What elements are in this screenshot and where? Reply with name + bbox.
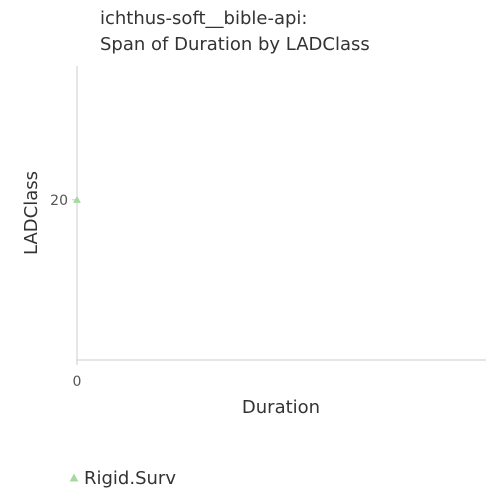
legend-marker	[69, 473, 79, 482]
data-point	[73, 195, 81, 203]
chart-title: ichthus-soft__bible-api: Span of Duratio…	[100, 8, 370, 55]
x-tick-label: 0	[73, 374, 82, 390]
chart-title-line-2: Span of Duration by LADClass	[100, 34, 370, 55]
legend: Rigid.Surv	[69, 468, 176, 489]
legend-label: Rigid.Surv	[84, 468, 176, 489]
x-ticks: 0	[73, 360, 82, 390]
x-axis-label: Duration	[242, 397, 320, 418]
y-tick-label: 20	[50, 193, 68, 209]
plot-area: 20 0	[50, 66, 486, 390]
y-axis-label: LADClass	[21, 171, 42, 255]
y-ticks: 20	[50, 193, 77, 209]
series-layer	[73, 195, 81, 203]
chart-title-line-1: ichthus-soft__bible-api:	[100, 8, 307, 29]
